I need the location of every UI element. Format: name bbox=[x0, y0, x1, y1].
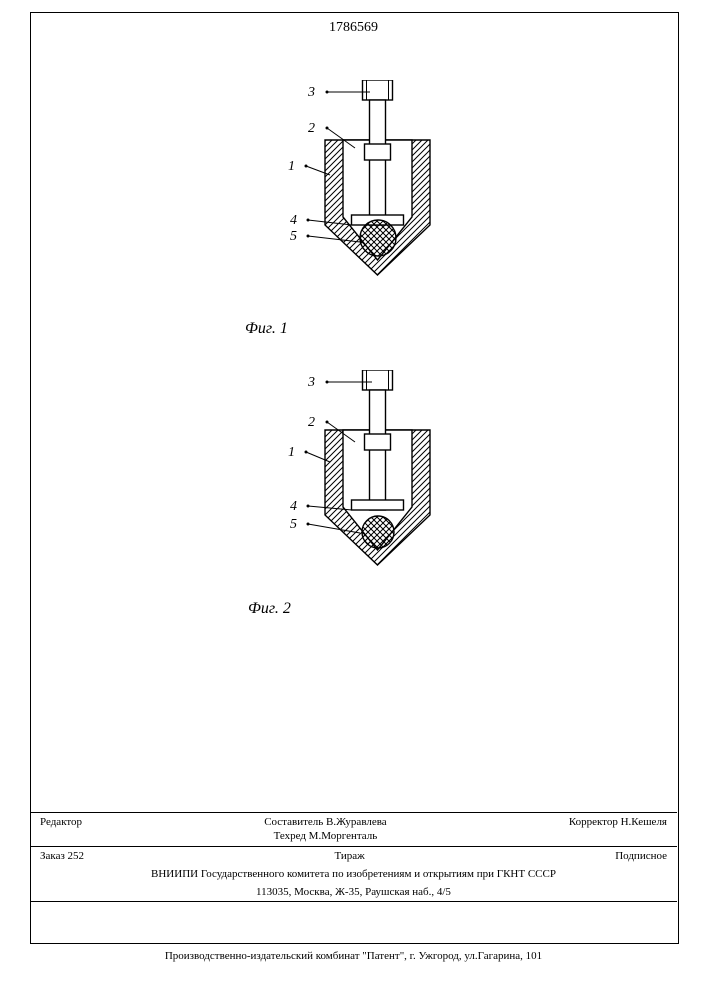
svg-text:3: 3 bbox=[307, 85, 315, 100]
svg-text:1: 1 bbox=[288, 159, 295, 174]
podpisnoe: Подписное bbox=[615, 849, 667, 863]
svg-text:4: 4 bbox=[290, 499, 297, 514]
svg-text:5: 5 bbox=[290, 517, 297, 532]
svg-text:3: 3 bbox=[307, 375, 315, 390]
order: Заказ 252 bbox=[40, 849, 84, 863]
tirazh: Тираж bbox=[334, 849, 364, 863]
rule-3 bbox=[30, 901, 677, 902]
printing-line: Производственно-издательский комбинат "П… bbox=[30, 950, 677, 962]
svg-text:5: 5 bbox=[290, 229, 297, 244]
figure-1-diagram: 3 2 1 4 5 bbox=[230, 80, 450, 310]
vniipi: ВНИИПИ Государственного комитета по изоб… bbox=[30, 865, 677, 883]
vniipi-address: 113035, Москва, Ж-35, Раушская наб., 4/5 bbox=[30, 883, 677, 901]
corrector: Корректор Н.Кешеля bbox=[569, 815, 667, 844]
patent-number: 1786569 bbox=[329, 20, 378, 36]
svg-text:2: 2 bbox=[308, 121, 315, 136]
techred: Техред М.Моргенталь bbox=[274, 830, 378, 842]
svg-text:1: 1 bbox=[288, 445, 295, 460]
svg-text:2: 2 bbox=[308, 415, 315, 430]
compiler: Составитель В.Журавлева bbox=[264, 816, 386, 828]
figure-1-caption: Фиг. 1 bbox=[245, 320, 288, 338]
svg-text:4: 4 bbox=[290, 213, 297, 228]
figure-2-diagram: 3 2 1 4 5 bbox=[230, 370, 450, 600]
figure-2-caption: Фиг. 2 bbox=[248, 600, 291, 618]
editor-label: Редактор bbox=[40, 815, 82, 844]
footer: Редактор Составитель В.Журавлева Техред … bbox=[30, 812, 677, 902]
